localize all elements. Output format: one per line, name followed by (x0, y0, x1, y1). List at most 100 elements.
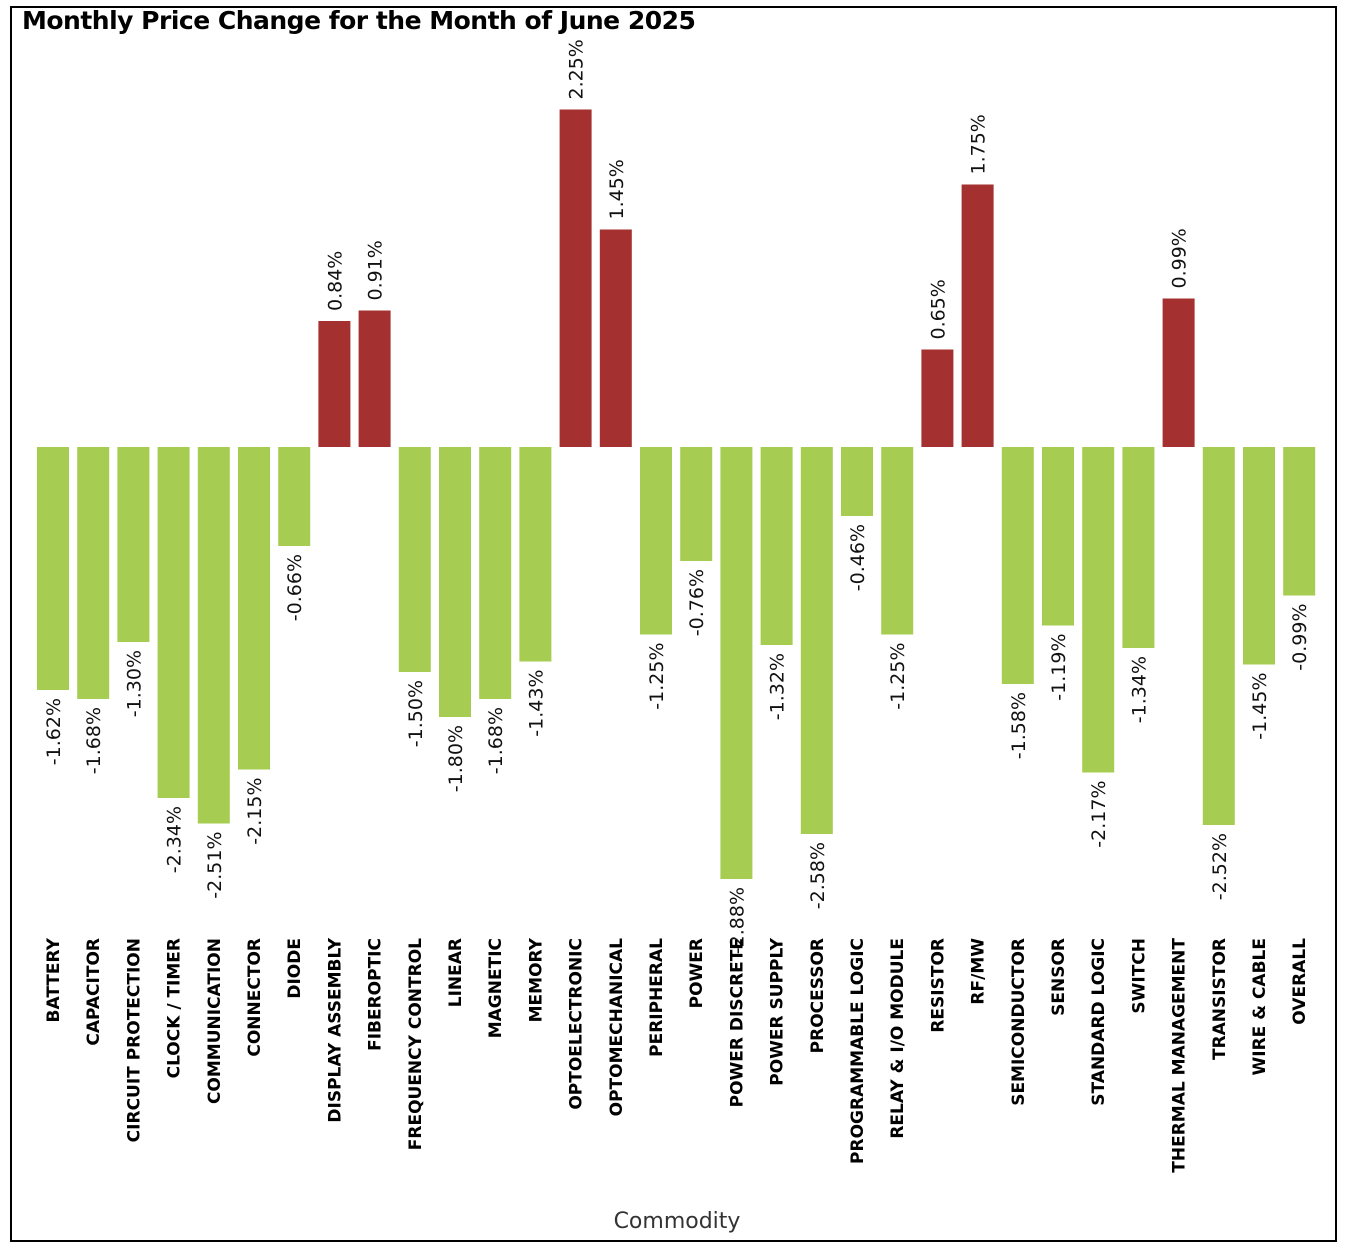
bars-group (37, 109, 1316, 879)
bar-20 (841, 447, 873, 516)
data-label-13: 2.25% (566, 39, 588, 99)
bar-8 (358, 310, 391, 447)
data-label-27: -1.34% (1128, 656, 1150, 723)
category-tick-label-8: FIBEROPTIC (366, 938, 386, 1051)
bar-25 (1042, 447, 1074, 626)
bar-27 (1122, 447, 1155, 648)
category-tick-label-9: FREQUENCY CONTROL (406, 938, 426, 1150)
bar-9 (398, 447, 431, 672)
category-tick-label-14: OPTOMECHANICAL (607, 938, 627, 1117)
category-tick-label-0: BATTERY (44, 937, 64, 1022)
chart-title: Monthly Price Change for the Month of Ju… (22, 6, 696, 35)
data-label-12: -1.43% (525, 670, 547, 737)
data-label-21: -1.25% (887, 643, 909, 710)
bar-5 (238, 447, 270, 770)
data-label-0: -1.62% (43, 698, 65, 765)
bar-4 (197, 447, 230, 824)
category-tick-label-1: CAPACITOR (84, 938, 104, 1046)
bar-23 (961, 184, 994, 447)
category-tick-label-26: STANDARD LOGIC (1089, 938, 1109, 1106)
chart-frame (10, 6, 1337, 1242)
data-label-28: 0.99% (1169, 228, 1191, 288)
bar-14 (599, 229, 632, 447)
data-label-15: -1.25% (646, 643, 668, 710)
data-label-20: -0.46% (847, 524, 869, 591)
bar-16 (680, 447, 713, 561)
category-tick-label-30: WIRE & CABLE (1250, 938, 1270, 1075)
category-tick-label-28: THERMAL MANAGEMENT (1170, 938, 1190, 1173)
data-label-17: -2.88% (726, 887, 748, 954)
category-tick-label-24: SEMICONDUCTOR (1009, 938, 1029, 1106)
bar-6 (278, 447, 311, 546)
category-tick-label-12: MEMORY (526, 937, 546, 1022)
bar-7 (318, 321, 351, 447)
x-axis-title: Commodity (614, 1209, 741, 1234)
bar-26 (1082, 447, 1115, 773)
bar-12 (519, 447, 552, 662)
data-label-9: -1.50% (405, 680, 427, 747)
bar-13 (559, 109, 592, 447)
category-tick-label-16: POWER (687, 938, 707, 1008)
data-label-31: -0.99% (1289, 604, 1311, 671)
data-label-26: -2.17% (1088, 781, 1110, 848)
category-tick-label-7: DISPLAY ASSEMBLY (325, 937, 345, 1122)
category-tick-label-2: CIRCUIT PROTECTION (124, 938, 144, 1142)
category-tick-label-19: PROCESSOR (808, 938, 828, 1053)
data-label-16: -0.76% (686, 569, 708, 636)
bar-31 (1283, 447, 1316, 596)
category-tick-label-17: POWER DISCRETE (727, 938, 747, 1107)
bar-18 (760, 447, 793, 645)
category-tick-label-13: OPTOELECTRONIC (567, 938, 587, 1110)
bar-21 (881, 447, 914, 635)
bar-19 (800, 447, 833, 834)
data-label-7: 0.84% (324, 251, 346, 311)
category-tick-label-23: RF/MW (969, 938, 989, 1005)
data-labels-group: -1.62% -1.68% -1.30% -2.34% -2.51% -2.15% -0.6… (43, 39, 1311, 954)
bar-22 (921, 349, 954, 447)
bar-17 (720, 447, 753, 879)
data-label-1: -1.68% (83, 707, 105, 774)
data-label-30: -1.45% (1249, 673, 1271, 740)
category-tick-label-22: RESISTOR (928, 938, 948, 1033)
category-tick-label-11: MAGNETIC (486, 938, 506, 1038)
bar-1 (77, 447, 110, 699)
bar-10 (439, 447, 471, 717)
category-tick-label-31: OVERALL (1290, 938, 1310, 1025)
data-label-4: -2.51% (204, 832, 226, 899)
bar-15 (640, 447, 672, 635)
category-tick-label-6: DIODE (285, 938, 305, 999)
category-tick-label-27: SWITCH (1129, 938, 1149, 1014)
data-label-24: -1.58% (1008, 692, 1030, 759)
bar-24 (1001, 447, 1034, 684)
data-label-10: -1.80% (445, 725, 467, 792)
data-label-22: 0.65% (927, 279, 949, 339)
data-label-23: 1.75% (968, 114, 990, 174)
data-label-3: -2.34% (164, 806, 186, 873)
data-label-25: -1.19% (1048, 634, 1070, 701)
bar-3 (157, 447, 190, 798)
category-tick-label-18: POWER SUPPLY (768, 937, 788, 1085)
data-label-11: -1.68% (485, 707, 507, 774)
category-tick-label-21: RELAY & I/O MODULE (888, 938, 908, 1139)
category-tick-labels-group: BATTERY CAPACITOR CIRCUIT PROTECTION CLOCK … (44, 937, 1310, 1172)
bar-2 (117, 447, 150, 642)
data-label-29: -2.52% (1209, 833, 1231, 900)
data-label-18: -1.32% (767, 653, 789, 720)
data-label-19: -2.58% (807, 842, 829, 909)
data-label-2: -1.30% (123, 650, 145, 717)
bar-28 (1162, 298, 1195, 447)
data-label-5: -2.15% (244, 778, 266, 845)
category-tick-label-4: COMMUNICATION (205, 938, 225, 1104)
data-label-14: 1.45% (606, 159, 628, 219)
category-tick-label-10: LINEAR (446, 938, 466, 1007)
category-tick-label-5: CONNECTOR (245, 938, 265, 1057)
category-tick-label-29: TRANSISTOR (1210, 938, 1230, 1060)
category-tick-label-20: PROGRAMMABLE LOGIC (848, 938, 868, 1164)
category-tick-label-3: CLOCK / TIMER (165, 938, 185, 1078)
bar-29 (1202, 447, 1235, 825)
bar-0 (37, 447, 69, 690)
bar-11 (479, 447, 512, 699)
category-tick-label-15: PERIPHERAL (647, 938, 667, 1057)
data-label-8: 0.91% (365, 240, 387, 300)
